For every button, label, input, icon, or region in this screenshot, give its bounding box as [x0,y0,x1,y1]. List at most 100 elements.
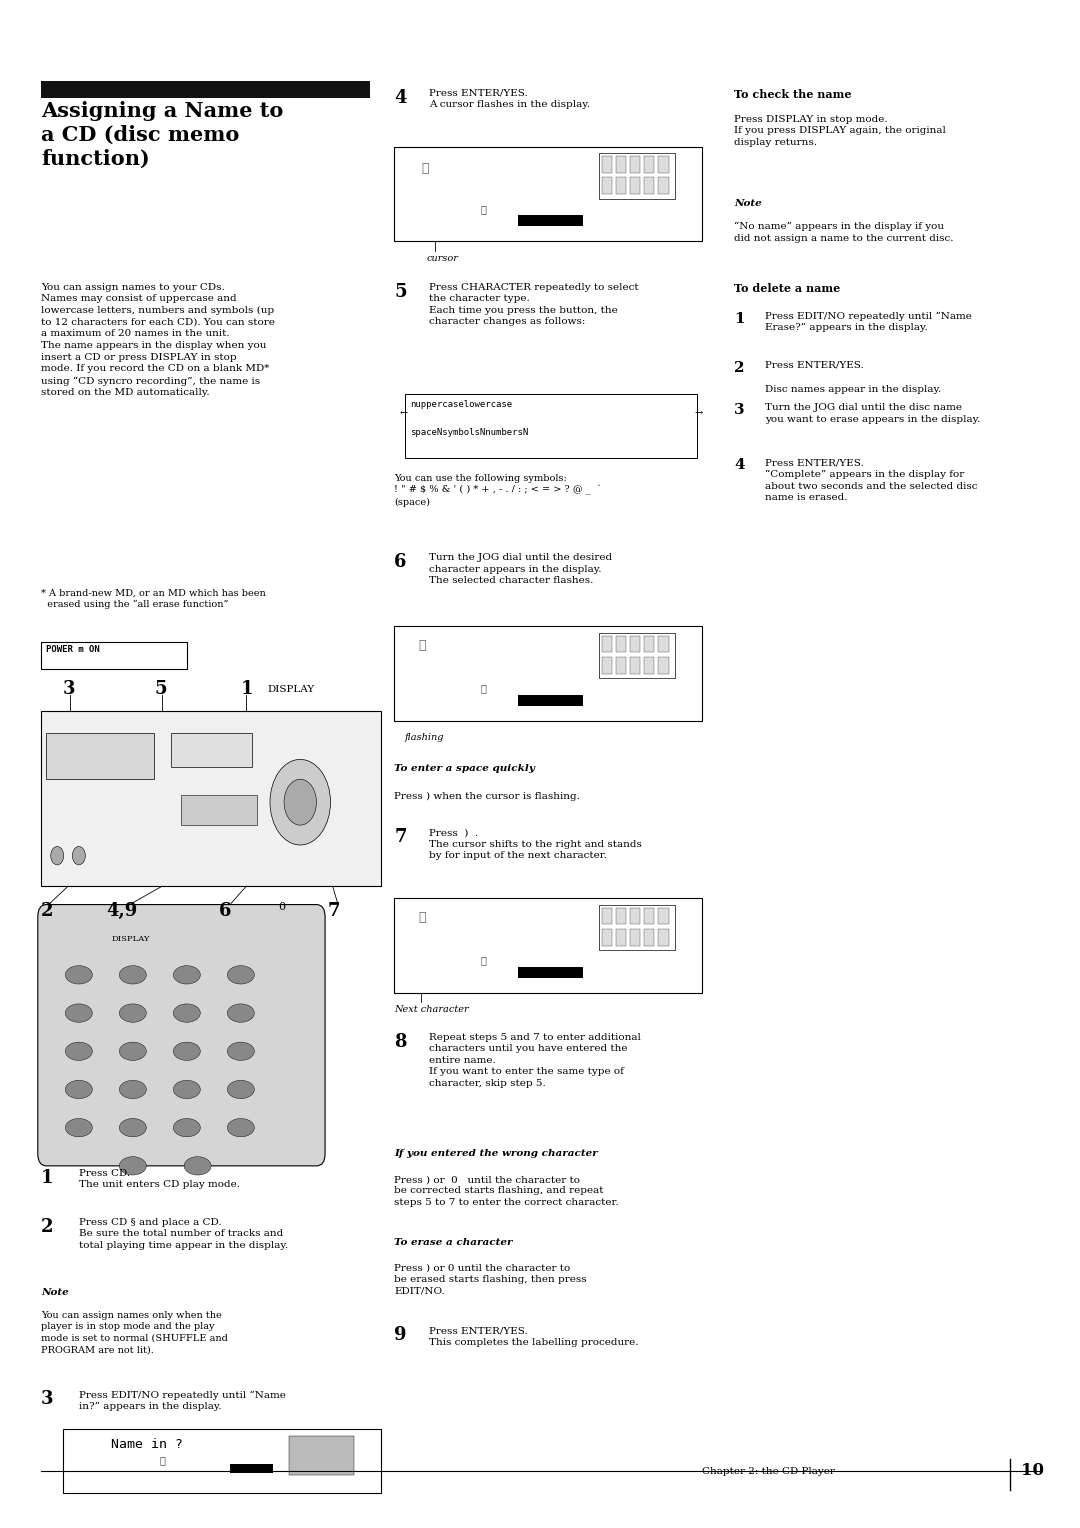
Bar [644,908,654,924]
Ellipse shape [228,1004,255,1022]
Text: Turn the JOG dial until the desired
character appears in the display.
The select: Turn the JOG dial until the desired char… [429,553,612,585]
Bar [405,394,697,458]
Text: ★: ★ [421,162,429,176]
Text: You can use the following symbols:
! " # $ % & ' ( ) * + , - . / : ; < = > ? @ _: You can use the following symbols: ! " #… [394,474,602,507]
Text: “No name” appears in the display if you
did not assign a name to the current dis: “No name” appears in the display if you … [734,222,954,243]
Bar [658,929,669,946]
Bar [644,156,654,173]
Text: You can assign names only when the
player is in stop mode and the play
mode is s: You can assign names only when the playe… [41,1311,228,1354]
Text: Press ENTER/YES.
A cursor flashes in the display.: Press ENTER/YES. A cursor flashes in the… [429,89,590,108]
Text: Assigning a Name to
a CD (disc memo
function): Assigning a Name to a CD (disc memo func… [41,101,283,170]
Text: Press EDIT/NO repeatedly until “Name
Erase?” appears in the display.: Press EDIT/NO repeatedly until “Name Era… [765,312,972,333]
Bar [602,177,612,194]
Text: Press ) or 0 until the character to
be erased starts flashing, then press
EDIT/N: Press ) or 0 until the character to be e… [394,1264,586,1296]
Ellipse shape [173,1042,200,1060]
Text: Next character: Next character [394,1005,469,1015]
Text: If you entered the wrong character: If you entered the wrong character [394,1149,598,1158]
Text: 2: 2 [734,361,745,374]
Bar [658,156,669,173]
Bar [630,908,640,924]
Bar [41,81,370,98]
Text: 4: 4 [734,458,745,472]
Bar [644,657,654,674]
Ellipse shape [65,966,92,984]
Text: * A brand-new MD, or an MD which has been
  erased using the “all erase function: * A brand-new MD, or an MD which has bee… [41,588,266,610]
Text: 3: 3 [63,680,76,698]
Ellipse shape [228,1118,255,1137]
Text: 0: 0 [279,902,286,912]
Bar [518,967,583,978]
Ellipse shape [228,1042,255,1060]
Bar [644,929,654,946]
Bar [630,177,640,194]
Bar [171,733,252,767]
Text: DISPLAY: DISPLAY [268,685,315,694]
Text: 8: 8 [394,1033,407,1051]
Bar [616,636,626,652]
Bar [41,642,187,669]
Text: Press ENTER/YES.
“Complete” appears in the display for
about two seconds and the: Press ENTER/YES. “Complete” appears in t… [765,458,977,503]
Text: 1: 1 [734,312,745,325]
Ellipse shape [119,1042,147,1060]
Bar [289,1436,354,1475]
Bar [658,177,669,194]
Ellipse shape [173,966,200,984]
Text: POWER m ON: POWER m ON [46,645,100,654]
Circle shape [270,759,330,845]
Bar [63,1429,381,1493]
Ellipse shape [119,1004,147,1022]
Bar [599,153,675,199]
Bar [658,636,669,652]
Ellipse shape [119,966,147,984]
FancyBboxPatch shape [38,905,325,1166]
Bar [602,929,612,946]
Bar [644,177,654,194]
Text: Press CD § and place a CD.
Be sure the total number of tracks and
total playing : Press CD § and place a CD. Be sure the t… [79,1218,288,1250]
Text: Press CD.
The unit enters CD play mode.: Press CD. The unit enters CD play mode. [79,1169,240,1189]
Bar [616,908,626,924]
Ellipse shape [173,1080,200,1099]
Ellipse shape [65,1118,92,1137]
Text: To check the name: To check the name [734,89,852,99]
Text: ⚙: ⚙ [481,205,486,214]
Text: Press ) when the cursor is flashing.: Press ) when the cursor is flashing. [394,792,580,801]
Text: ★: ★ [418,639,426,652]
Bar [644,636,654,652]
Text: 4: 4 [394,89,407,107]
Bar [394,147,702,241]
Text: cursor: cursor [427,254,459,263]
Text: 3: 3 [734,403,745,417]
Text: 3: 3 [41,1390,54,1409]
Text: You can assign names to your CDs.
Names may consist of uppercase and
lowercase l: You can assign names to your CDs. Names … [41,283,275,397]
Bar [630,929,640,946]
Ellipse shape [228,966,255,984]
Bar [394,898,702,993]
Bar [46,733,154,779]
Ellipse shape [173,1118,200,1137]
Text: ⚙: ⚙ [160,1456,165,1465]
Ellipse shape [65,1004,92,1022]
Text: ⚙: ⚙ [481,685,486,694]
Text: spaceNsymbolsNnumbersN: spaceNsymbolsNnumbersN [410,428,528,437]
Text: 1: 1 [241,680,254,698]
Text: ←: ← [400,410,408,419]
Text: 6: 6 [219,902,232,920]
Text: 5: 5 [154,680,167,698]
Text: To erase a character: To erase a character [394,1238,513,1247]
Text: 7: 7 [327,902,340,920]
Text: 7: 7 [394,828,407,847]
Ellipse shape [184,1157,212,1175]
Ellipse shape [173,1004,200,1022]
Text: Press EDIT/NO repeatedly until “Name
in?” appears in the display.: Press EDIT/NO repeatedly until “Name in?… [79,1390,286,1412]
Bar [630,657,640,674]
Text: 2: 2 [41,902,54,920]
Bar [602,156,612,173]
Text: Press ) or  0   until the character to
be corrected starts flashing, and repeat
: Press ) or 0 until the character to be c… [394,1175,619,1207]
Text: Press DISPLAY in stop mode.
If you press DISPLAY again, the original
display ret: Press DISPLAY in stop mode. If you press… [734,115,946,147]
Text: →: → [694,410,703,419]
Text: Disc names appear in the display.: Disc names appear in the display. [765,385,941,394]
Text: Press  )  .
The cursor shifts to the right and stands
by for input of the next c: Press ) . The cursor shifts to the right… [429,828,642,860]
Text: ⚙: ⚙ [481,957,486,966]
Bar [181,795,257,825]
Text: To delete a name: To delete a name [734,283,840,293]
